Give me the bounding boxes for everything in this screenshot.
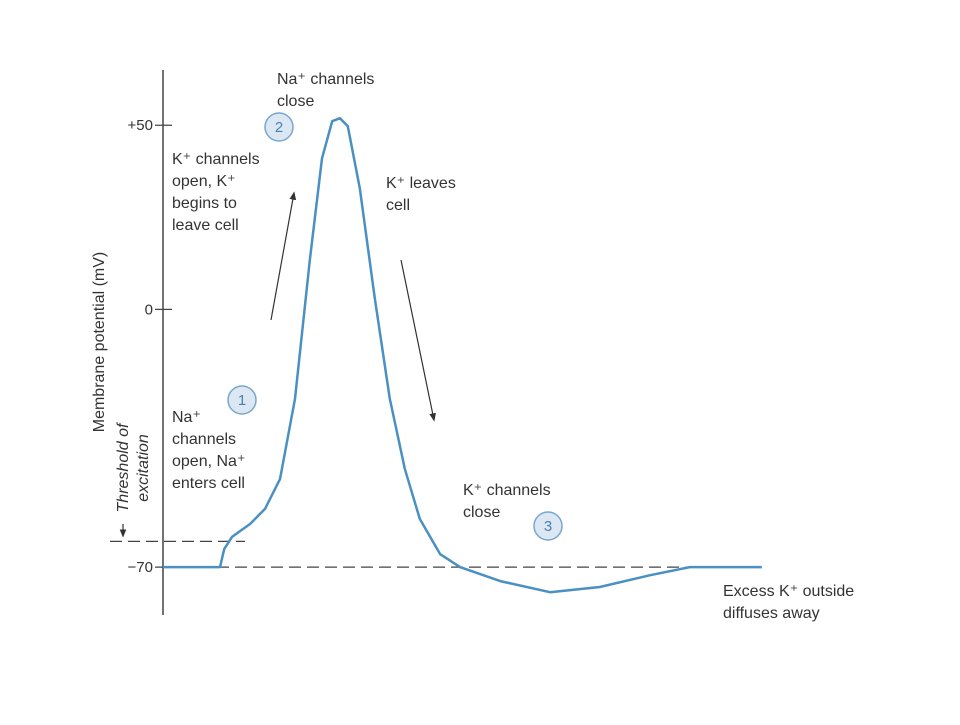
annotation: open, K⁺ (172, 173, 236, 190)
arrow (400, 259, 436, 422)
annotation: channels (172, 431, 236, 448)
step-circle (227, 385, 257, 415)
annotation: enters cell (172, 475, 245, 492)
step-number: 3 (544, 518, 552, 535)
y-axis-label: Membrane potential (mV) (91, 252, 108, 433)
reference-label: Threshold of (115, 422, 132, 512)
y-tick-label: −70 (128, 559, 153, 576)
arrow (270, 191, 297, 321)
step-marker: 3 (533, 511, 563, 541)
step-number: 1 (238, 392, 246, 409)
step-marker: 1 (227, 385, 257, 415)
annotation: close (277, 93, 314, 110)
annotation: leave cell (172, 217, 239, 234)
y-tick-label: 0 (145, 301, 153, 318)
annotation: K⁺ leaves (386, 175, 456, 192)
annotation: diffuses away (723, 605, 820, 622)
annotation: begins to (172, 195, 237, 212)
annotation: open, Na⁺ (172, 453, 245, 470)
line (163, 116, 762, 594)
step-circle (533, 511, 563, 541)
annotation: close (463, 504, 500, 521)
y-tick-label: +50 (128, 117, 153, 134)
reference-label: excitation (135, 434, 152, 502)
annotation: K⁺ channels (172, 151, 260, 168)
annotation: Na⁺ (172, 409, 201, 426)
annotation: Excess K⁺ outside (723, 583, 854, 600)
annotation: Na⁺ channels (277, 71, 374, 88)
step-circle (264, 112, 294, 142)
step-marker: 2 (264, 112, 294, 142)
step-number: 2 (275, 119, 283, 136)
annotation: cell (386, 197, 410, 214)
annotation: K⁺ channels (463, 482, 551, 499)
